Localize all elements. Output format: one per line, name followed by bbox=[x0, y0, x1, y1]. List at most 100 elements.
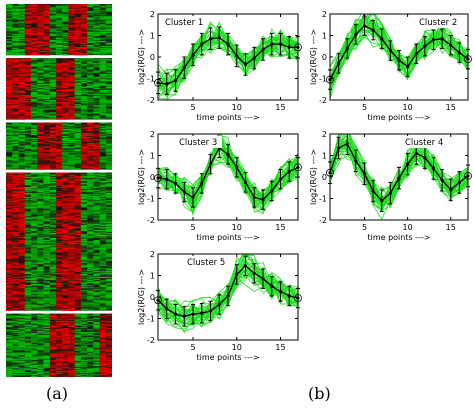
x-axis-label: time points ---> bbox=[367, 113, 430, 122]
error-bar bbox=[261, 268, 265, 289]
heatmap-block-5 bbox=[6, 313, 112, 377]
error-bar bbox=[353, 24, 358, 45]
error-bar bbox=[379, 189, 384, 212]
y-tick-label: 0 bbox=[322, 173, 327, 182]
y-axis-label: log2(R/G) ---> bbox=[309, 29, 318, 85]
mean-point bbox=[287, 45, 291, 49]
mean-point bbox=[217, 36, 221, 40]
mean-point bbox=[371, 189, 375, 193]
mean-point bbox=[200, 311, 204, 315]
error-bar bbox=[431, 29, 436, 50]
error-bar bbox=[217, 294, 222, 315]
heatmap-block-3 bbox=[6, 122, 112, 170]
x-tick-label: 5 bbox=[190, 223, 195, 232]
error-bar bbox=[405, 152, 410, 176]
y-tick-label: -2 bbox=[147, 336, 155, 345]
mean-point bbox=[278, 42, 283, 46]
mean-point bbox=[397, 58, 401, 62]
x-tick-label: 15 bbox=[446, 103, 456, 112]
mean-point bbox=[165, 307, 169, 311]
mean-point bbox=[261, 277, 265, 281]
error-bar bbox=[191, 187, 195, 208]
mean-point bbox=[431, 38, 436, 42]
mean-point bbox=[457, 180, 461, 184]
error-bar bbox=[199, 32, 204, 56]
error-bar bbox=[243, 172, 248, 193]
profile-line bbox=[158, 264, 298, 328]
error-bar bbox=[336, 53, 341, 74]
mean-point bbox=[380, 37, 384, 41]
mean-point bbox=[165, 82, 169, 86]
cluster-title: Cluster 2 bbox=[416, 16, 462, 28]
mean-point bbox=[261, 47, 265, 52]
x-tick-label: 15 bbox=[275, 103, 285, 112]
x-tick-label: 10 bbox=[403, 223, 413, 232]
profile-line bbox=[158, 271, 298, 314]
cluster-title: Cluster 5 bbox=[184, 256, 230, 268]
mean-point bbox=[457, 51, 461, 55]
cluster-title: Cluster 3 bbox=[176, 136, 222, 148]
y-tick-label: 0 bbox=[322, 53, 327, 62]
error-bar bbox=[278, 168, 283, 190]
error-bar bbox=[287, 36, 292, 59]
mean-point bbox=[165, 177, 169, 181]
mean-point bbox=[235, 54, 239, 58]
error-bar bbox=[278, 281, 283, 302]
error-bar bbox=[278, 32, 283, 56]
y-tick-label: 1 bbox=[322, 152, 327, 161]
x-tick-label: 5 bbox=[190, 343, 195, 352]
mean-point bbox=[423, 44, 427, 48]
mean-point bbox=[208, 309, 213, 313]
mean-point bbox=[235, 272, 239, 277]
y-tick-label: 2 bbox=[150, 10, 155, 19]
mean-point bbox=[208, 162, 213, 166]
mean-point bbox=[173, 181, 178, 186]
error-bar bbox=[252, 46, 257, 70]
mean-point bbox=[362, 172, 367, 176]
cluster-plot-4: 5 10 15 -2 -1 0 1 2 Cluster 4 time points ---> log… bbox=[309, 130, 472, 242]
error-bar bbox=[208, 153, 213, 175]
x-tick-label: 15 bbox=[446, 223, 456, 232]
error-bar bbox=[226, 144, 230, 165]
error-bar bbox=[208, 27, 213, 50]
mean-point bbox=[388, 48, 392, 53]
error-bar bbox=[431, 157, 436, 180]
error-bar bbox=[440, 28, 445, 49]
mean-point bbox=[182, 314, 186, 318]
mean-point bbox=[414, 52, 418, 56]
cluster-title: Cluster 1 bbox=[162, 16, 208, 28]
profile-line bbox=[330, 20, 468, 85]
error-bar bbox=[457, 42, 462, 63]
y-tick-label: 1 bbox=[150, 272, 155, 281]
error-bar bbox=[397, 50, 401, 71]
error-bar bbox=[448, 35, 453, 56]
error-bar bbox=[371, 19, 376, 41]
y-axis-label: log2(R/G) ---> bbox=[137, 149, 146, 205]
error-bar bbox=[164, 72, 169, 96]
error-bar bbox=[269, 32, 274, 56]
mean-point bbox=[371, 28, 375, 32]
mean-point bbox=[270, 189, 274, 193]
mean-point bbox=[200, 181, 204, 186]
mean-point bbox=[397, 176, 401, 180]
mean-point bbox=[243, 264, 248, 268]
mean-point bbox=[226, 294, 230, 298]
panel-label-a: (a) bbox=[46, 384, 69, 403]
cluster-plot-1: 5 10 15 -2 -1 0 1 2 Cluster 1 time points ---> log… bbox=[137, 10, 302, 122]
error-bar bbox=[362, 162, 367, 186]
profile-line bbox=[158, 136, 298, 198]
y-tick-label: 2 bbox=[322, 130, 327, 139]
expression-heatmap bbox=[6, 4, 112, 377]
error-bar bbox=[234, 44, 239, 68]
x-tick-label: 15 bbox=[275, 223, 285, 232]
y-tick-label: 1 bbox=[150, 32, 155, 41]
error-bar bbox=[226, 285, 230, 307]
mean-point bbox=[406, 162, 410, 166]
y-axis-label: log2(R/G) ---> bbox=[137, 269, 146, 325]
error-bar bbox=[287, 161, 292, 182]
mean-point bbox=[380, 199, 384, 203]
x-tick-label: 10 bbox=[403, 103, 413, 112]
mean-point bbox=[217, 302, 221, 307]
error-bar bbox=[199, 173, 204, 194]
mean-point bbox=[362, 24, 367, 28]
